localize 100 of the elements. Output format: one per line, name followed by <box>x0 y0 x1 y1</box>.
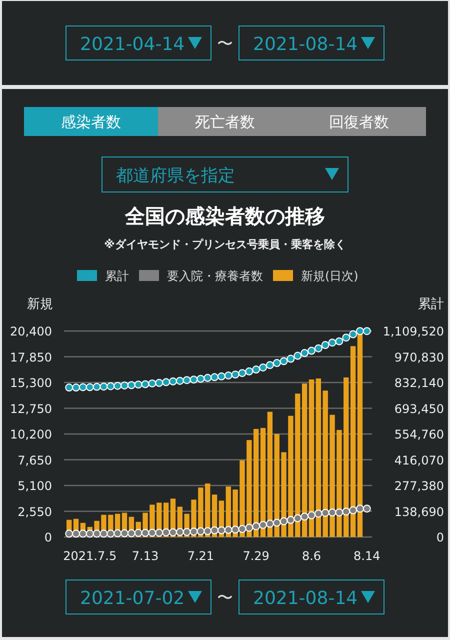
y2-tick-label: 832,140 <box>394 376 444 390</box>
point <box>148 528 156 537</box>
text: 感染者数 <box>61 113 121 131</box>
point <box>224 372 232 380</box>
text: 回復者数 <box>329 113 389 131</box>
point <box>134 380 142 389</box>
point <box>162 378 170 386</box>
point <box>210 526 219 534</box>
y2-tick-label: 277,380 <box>394 479 444 493</box>
legend-label: 累計 <box>105 269 129 283</box>
text: 〜 <box>217 34 233 53</box>
point <box>294 514 302 522</box>
legend-label: 新規(日次) <box>301 269 358 283</box>
point <box>328 338 336 347</box>
point <box>120 529 128 538</box>
point <box>280 517 288 526</box>
point <box>294 352 302 360</box>
point <box>252 366 260 374</box>
point <box>266 361 274 370</box>
point <box>259 520 267 529</box>
x-tick-label: 7.13 <box>132 549 159 563</box>
y2-tick-label: 416,070 <box>394 453 444 468</box>
x-tick-label: 7.21 <box>187 549 214 563</box>
point <box>266 520 274 528</box>
bar <box>302 384 308 537</box>
point <box>176 528 184 536</box>
point <box>308 346 316 355</box>
y2-tick-label: 693,450 <box>394 402 444 416</box>
point <box>86 383 94 392</box>
point <box>224 526 232 534</box>
chart-subtitle: ※ダイヤモンド・プリンセス号乗員・乗客を除く <box>104 238 346 251</box>
point <box>190 528 198 536</box>
text: 2021-04-14 <box>80 34 185 55</box>
text: 死亡者数 <box>195 113 255 131</box>
point <box>362 327 371 336</box>
point <box>114 529 122 538</box>
point <box>349 330 358 338</box>
y-tick-label: 15,300 <box>10 376 52 390</box>
point <box>231 526 240 534</box>
y-tick-label: 17,850 <box>10 350 52 364</box>
point <box>308 511 316 520</box>
point <box>176 376 184 385</box>
point <box>328 508 336 516</box>
point <box>231 370 240 379</box>
point <box>321 341 330 349</box>
point <box>72 384 80 392</box>
point <box>286 354 295 363</box>
point <box>100 382 108 391</box>
y2-tick-label: 970,830 <box>394 350 444 364</box>
point <box>349 506 358 514</box>
x-tick-label: 2021.7.5 <box>63 549 117 563</box>
point <box>114 382 122 390</box>
point <box>272 359 281 367</box>
point <box>238 369 246 378</box>
point <box>162 528 170 536</box>
y-tick-label: 0 <box>44 530 52 544</box>
y-tick-label: 20,400 <box>10 324 52 338</box>
y2-tick-label: 1,109,520 <box>382 324 444 338</box>
bar <box>316 378 322 537</box>
bar <box>267 412 273 537</box>
point <box>217 372 226 380</box>
point <box>65 530 74 538</box>
bar <box>308 379 314 537</box>
text: 〜 <box>217 588 233 607</box>
point <box>72 530 80 538</box>
y-tick-label: 10,200 <box>10 428 52 442</box>
point <box>106 530 115 538</box>
y2-tick-label: 138,690 <box>394 504 444 519</box>
point <box>148 379 156 388</box>
point <box>169 377 177 386</box>
point <box>314 510 322 518</box>
x-tick-label: 7.29 <box>242 549 270 563</box>
point <box>259 364 267 372</box>
point <box>286 516 295 524</box>
point <box>141 380 150 388</box>
bar <box>350 346 356 537</box>
point <box>300 349 309 357</box>
point <box>252 522 260 530</box>
point <box>78 530 87 538</box>
point <box>245 524 254 532</box>
point <box>86 530 94 538</box>
point <box>190 376 198 384</box>
point <box>314 344 322 352</box>
point <box>182 528 191 536</box>
text: 都道府県を指定 <box>116 166 235 186</box>
text: 2021-07-02 <box>80 588 185 609</box>
text: 2021-08-14 <box>253 34 358 55</box>
point <box>356 504 364 513</box>
point <box>155 378 164 387</box>
legend-label: 要入院・療養者数 <box>167 269 263 283</box>
point <box>204 527 212 536</box>
point <box>321 508 330 517</box>
point <box>196 527 205 536</box>
point <box>335 508 344 516</box>
y-tick-label: 2,550 <box>18 504 52 519</box>
point <box>217 526 226 534</box>
point <box>335 337 344 346</box>
y-tick-label: 12,750 <box>10 402 52 416</box>
point <box>127 381 136 390</box>
x-tick-label: 8.6 <box>302 549 322 563</box>
